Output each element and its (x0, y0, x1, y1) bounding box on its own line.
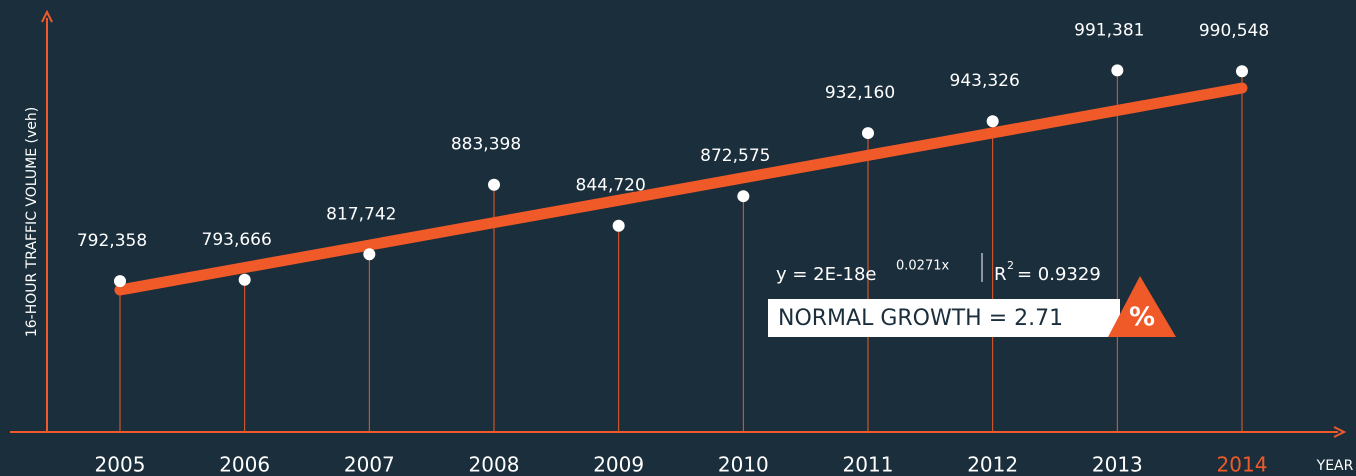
x-tick-label: 2012 (967, 453, 1018, 476)
data-point (737, 190, 750, 203)
trend-exponent: 0.0271x (896, 259, 949, 274)
x-axis-arrow (1333, 426, 1347, 438)
drop-lines (119, 70, 1243, 432)
data-point (1236, 65, 1248, 78)
data-point (986, 115, 999, 128)
value-label: 990,548 (1199, 21, 1269, 41)
growth-label: NORMAL GROWTH = 2.71 (778, 306, 1063, 331)
data-point (238, 273, 251, 286)
trend-annotation: y = 2E-18e 0.0271x R 2 = 0.9329 NORMAL G… (768, 253, 1176, 337)
x-tick-label: 2010 (718, 453, 769, 476)
growth-box (768, 299, 1120, 337)
r-squared-power: 2 (1007, 259, 1014, 272)
trend-line (114, 82, 1248, 296)
value-label: 872,575 (700, 146, 770, 166)
y-axis-arrow (41, 9, 53, 23)
value-label: 943,326 (950, 71, 1020, 91)
trend-equation: y = 2E-18e (776, 264, 876, 285)
x-axis-label: YEAR (1316, 458, 1354, 474)
r-squared-symbol: R (994, 264, 1007, 285)
value-label: 792,358 (77, 231, 147, 251)
data-point (862, 127, 874, 140)
data-point (1111, 64, 1124, 77)
y-axis-label: 16-HOUR TRAFFIC VOLUME (veh) (24, 107, 40, 337)
value-label: 932,160 (825, 83, 895, 103)
x-tick-label: 2007 (344, 453, 395, 476)
growth-unit: % (1129, 303, 1155, 333)
data-point (488, 178, 500, 191)
data-point (612, 219, 625, 232)
data-point (363, 248, 376, 261)
growth-triangle (1108, 276, 1176, 337)
x-tick-label: 2009 (593, 453, 644, 476)
value-label: 793,666 (202, 230, 272, 250)
r-squared-value: = 0.9329 (1017, 264, 1101, 285)
data-point (114, 275, 126, 288)
x-tick-label: 2005 (95, 453, 146, 476)
value-label: 844,720 (576, 176, 646, 196)
x-tick-label: 2008 (469, 453, 520, 476)
x-tick-label: 2014 (1217, 453, 1268, 476)
x-tick-label: 2011 (843, 453, 894, 476)
value-label: 883,398 (451, 135, 521, 155)
x-tick-label: 2006 (219, 453, 270, 476)
x-tick-label: 2013 (1092, 453, 1143, 476)
value-label: 991,381 (1074, 20, 1144, 40)
value-label: 817,742 (326, 204, 396, 224)
